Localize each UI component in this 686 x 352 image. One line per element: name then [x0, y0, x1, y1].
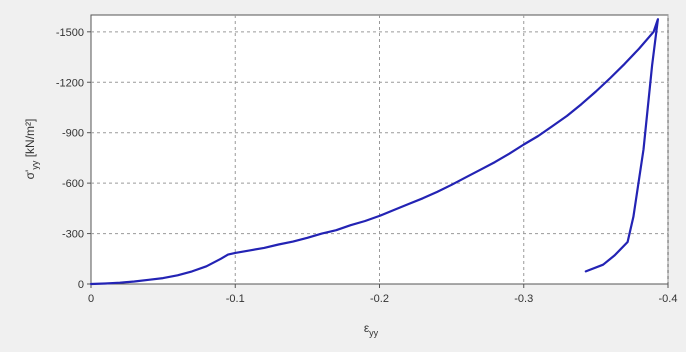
y-tick-label: -1500 — [56, 27, 84, 39]
y-tick-label: -1200 — [56, 77, 84, 89]
grid-lines — [91, 15, 669, 284]
y-axis-ticks: 0 -300 -600 -900 -1200 -1500 — [56, 27, 91, 291]
x-tick-label: -0.1 — [226, 293, 245, 305]
y-tick-label: 0 — [78, 279, 84, 291]
x-tick-label: 0 — [88, 293, 94, 305]
x-tick-label: -0.3 — [514, 293, 533, 305]
y-axis-label: σ'yy [kN/m²] — [23, 119, 40, 180]
x-axis-label: εyy — [364, 321, 379, 338]
series-layer — [89, 18, 660, 286]
x-axis-ticks: 0 -0.1 -0.2 -0.3 -0.4 — [88, 284, 678, 305]
x-tick-label: -0.4 — [659, 293, 678, 305]
y-tick-label: -600 — [62, 178, 84, 190]
x-tick-label: -0.2 — [370, 293, 389, 305]
y-tick-label: -900 — [62, 128, 84, 140]
y-tick-label: -300 — [62, 229, 84, 241]
series-line — [89, 18, 660, 286]
